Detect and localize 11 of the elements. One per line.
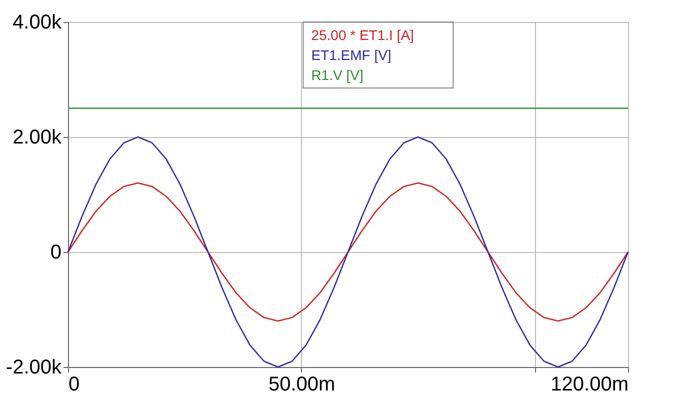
y-tick-label: -2.00k — [6, 356, 62, 378]
x-tick-label: 50.00m — [268, 374, 336, 396]
x-tick-label: 0 — [68, 374, 80, 396]
line-series — [67, 182, 629, 322]
text: ET1.EMF [V] — [311, 47, 392, 63]
y-tick-label: 4.00k — [12, 12, 62, 34]
y-tick-label: 0 — [50, 242, 62, 264]
series-label: R1.V [V] — [311, 67, 364, 83]
text: 25.00 * ET1.I [A] — [311, 27, 414, 43]
x-tick-label: 120.00m — [550, 374, 628, 396]
y-tick-label: 2.00k — [12, 126, 62, 148]
